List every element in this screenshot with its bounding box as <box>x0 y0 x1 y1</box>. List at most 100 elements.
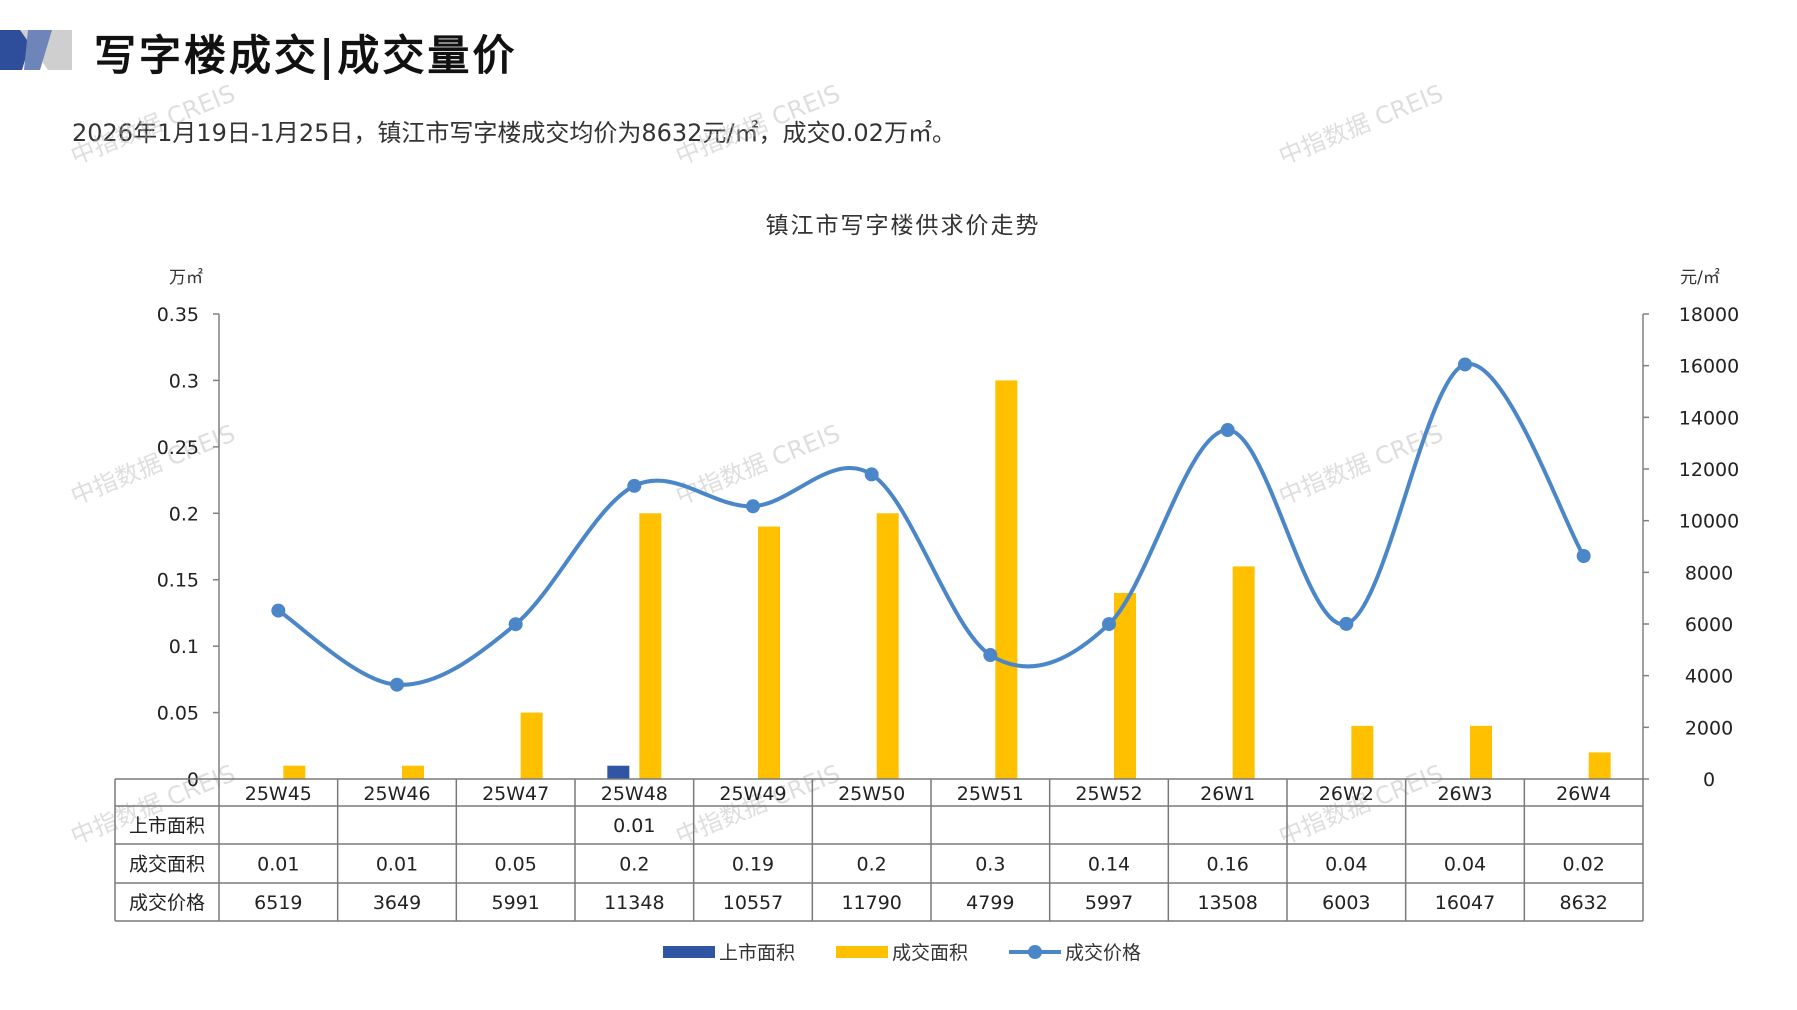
bar-deal-area <box>639 513 662 779</box>
legend-swatch-marker <box>1028 945 1042 959</box>
category-label: 25W47 <box>482 783 549 805</box>
price-point <box>1102 617 1116 632</box>
left-tick-label: 0.1 <box>169 636 199 658</box>
table-cell: 8632 <box>1559 892 1607 914</box>
legend-label: 成交面积 <box>892 942 968 964</box>
table-cell: 0.01 <box>257 854 299 876</box>
legend-label: 上市面积 <box>719 942 795 964</box>
table-cell: 0.3 <box>975 854 1005 876</box>
right-tick-label: 0 <box>1703 769 1715 791</box>
deco-dark-block <box>0 30 34 70</box>
table-cell: 0.2 <box>857 854 887 876</box>
right-tick-label: 16000 <box>1679 356 1739 378</box>
category-label: 26W3 <box>1437 783 1492 805</box>
summary-text: 2026年1月19日-1月25日，镇江市写字楼成交均价为8632元/㎡，成交0.… <box>72 119 956 147</box>
right-axis-unit: 元/㎡ <box>1680 268 1720 288</box>
table-row-header: 成交价格 <box>129 892 205 914</box>
watermark-text: 中指数据 CREIS <box>67 79 239 170</box>
bar-deal-area <box>283 765 306 779</box>
table-cell: 0.04 <box>1444 854 1486 876</box>
category-label: 26W4 <box>1556 783 1611 805</box>
left-tick-label: 0.15 <box>157 570 199 592</box>
bar-supply-area <box>607 765 630 779</box>
watermark-text: 中指数据 CREIS <box>1275 79 1447 170</box>
left-tick-label: 0.05 <box>157 703 199 725</box>
right-tick-label: 8000 <box>1685 562 1733 584</box>
table-cell: 16047 <box>1435 892 1495 914</box>
bar-deal-area <box>1588 752 1611 779</box>
category-label: 25W50 <box>838 783 905 805</box>
left-tick-label: 0.35 <box>157 304 199 326</box>
deco-mid-block <box>24 30 52 70</box>
right-tick-label: 6000 <box>1685 614 1733 636</box>
price-point <box>390 677 404 692</box>
table-cell: 13508 <box>1197 892 1257 914</box>
plot-area: 0 0.05 0.1 0.15 0.2 0.25 0.3 0.35 0 2000 4000 6000 8… <box>157 304 1740 791</box>
table-cell: 0.19 <box>732 854 774 876</box>
table-cell: 0.05 <box>495 854 537 876</box>
price-point <box>508 617 523 632</box>
bar-deal-area <box>1351 725 1374 779</box>
category-label: 25W51 <box>957 783 1024 805</box>
price-point <box>1458 357 1472 372</box>
right-tick-label: 12000 <box>1679 459 1739 481</box>
table-cell: 0.16 <box>1207 854 1249 876</box>
category-label: 25W52 <box>1075 783 1142 805</box>
bar-deal-area <box>1114 593 1136 779</box>
table-cell: 6519 <box>254 892 302 914</box>
price-point <box>864 467 879 482</box>
right-tick-label: 10000 <box>1679 511 1739 533</box>
right-tick-label: 2000 <box>1685 717 1733 739</box>
table-cell: 10557 <box>723 892 783 914</box>
right-tick-label: 4000 <box>1685 666 1733 688</box>
price-point <box>1576 549 1591 564</box>
left-axis-unit: 万㎡ <box>169 268 203 288</box>
bar-deal-area <box>1470 725 1492 779</box>
price-point <box>1220 423 1235 438</box>
price-point <box>271 603 286 618</box>
legend-swatch <box>836 946 888 958</box>
table-cell: 0.14 <box>1088 854 1130 876</box>
table-cell: 0.04 <box>1325 854 1367 876</box>
table-row-header: 成交面积 <box>129 854 205 876</box>
table-cell: 11348 <box>604 892 664 914</box>
watermark-text: 中指数据 CREIS <box>672 419 844 510</box>
left-tick-label: 0 <box>187 769 199 791</box>
table-cell: 5991 <box>491 892 539 914</box>
table-cell: 5997 <box>1085 892 1133 914</box>
category-label: 25W48 <box>601 783 668 805</box>
price-point <box>983 648 998 663</box>
category-label: 26W1 <box>1200 783 1255 805</box>
price-point <box>746 499 760 514</box>
price-point <box>1339 616 1354 631</box>
data-table: 25W45 25W46 25W47 25W48 25W49 25W50 25W51 25W52… <box>114 778 1644 922</box>
table-cell: 0.2 <box>619 854 649 876</box>
page-title: 写字楼成交|成交量价 <box>94 31 518 80</box>
left-tick-label: 0.3 <box>169 370 199 392</box>
right-tick-label: 14000 <box>1679 407 1739 429</box>
chart-title: 镇江市写字楼供求价走势 <box>766 213 1041 239</box>
bar-deal-area <box>995 380 1018 779</box>
header-decoration <box>0 30 72 70</box>
category-label: 25W46 <box>363 783 430 805</box>
watermark-text: 中指数据 CREIS <box>67 419 239 510</box>
bar-deal-area <box>1232 566 1255 779</box>
left-tick-label: 0.2 <box>169 503 199 525</box>
category-label: 26W2 <box>1319 783 1374 805</box>
table-row-header: 上市面积 <box>129 815 205 837</box>
bar-deal-area <box>402 765 424 779</box>
bar-deal-area <box>876 513 899 779</box>
table-cell: 0.01 <box>376 854 418 876</box>
left-tick-label: 0.25 <box>157 437 199 459</box>
table-cell: 3649 <box>373 892 421 914</box>
bar-deal-area <box>520 712 543 779</box>
watermark-text: 中指数据 CREIS <box>672 79 844 170</box>
table-cell: 0.01 <box>613 815 655 837</box>
price-point <box>627 478 642 493</box>
table-cell: 6003 <box>1322 892 1370 914</box>
category-label: 25W49 <box>719 783 786 805</box>
table-cell: 0.02 <box>1563 854 1605 876</box>
table-cell: 4799 <box>966 892 1014 914</box>
legend: 上市面积 成交面积 成交价格 <box>663 942 1141 964</box>
